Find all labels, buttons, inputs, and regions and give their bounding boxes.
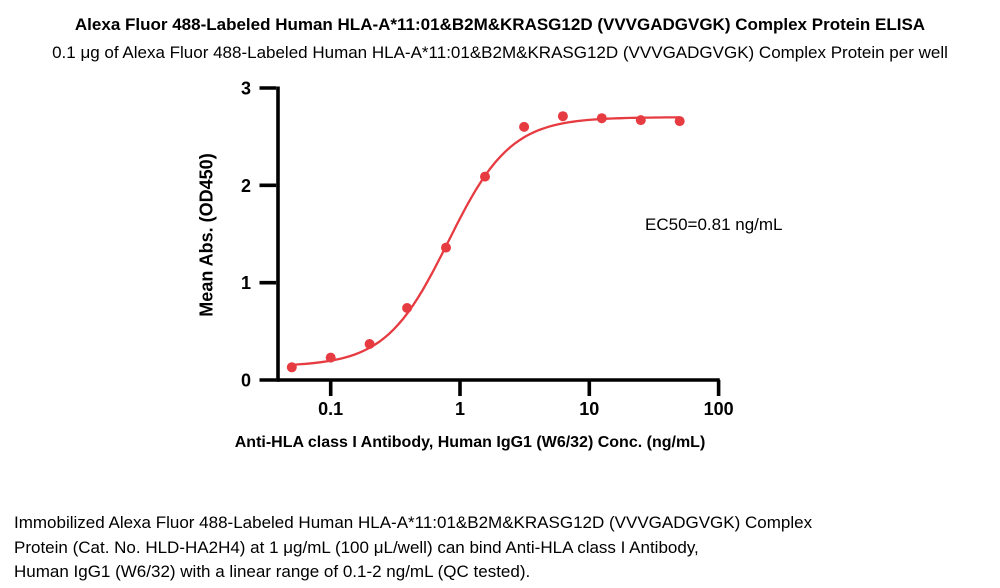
chart-subtitle: 0.1 μg of Alexa Fluor 488-Labeled Human … <box>52 43 948 62</box>
y-tick-label: 3 <box>241 79 251 99</box>
x-tick-label: 10 <box>579 399 599 419</box>
data-point <box>635 115 646 126</box>
y-tick-label: 2 <box>241 176 251 196</box>
y-tick-label: 1 <box>241 273 251 293</box>
x-tick-label: 0.1 <box>318 399 343 419</box>
description-line-1: Immobilized Alexa Fluor 488-Labeled Huma… <box>14 513 813 532</box>
chart-title: Alexa Fluor 488-Labeled Human HLA-A*11:0… <box>74 15 926 34</box>
description-paragraph: Immobilized Alexa Fluor 488-Labeled Huma… <box>14 511 944 585</box>
data-point <box>402 303 413 313</box>
x-tick-label: 100 <box>704 399 734 419</box>
data-point <box>674 116 685 127</box>
data-point <box>325 352 336 363</box>
description-line-3: Human IgG1 (W6/32) with a linear range o… <box>14 562 531 582</box>
y-tick-label: 0 <box>241 371 251 391</box>
data-point <box>286 362 297 373</box>
data-point <box>441 242 451 253</box>
data-point <box>519 121 530 132</box>
data-point <box>480 171 490 182</box>
data-point <box>596 113 607 124</box>
description-line-2: Protein (Cat. No. HLD-HA2H4) at 1 μg/mL … <box>14 537 699 557</box>
data-point <box>364 339 375 349</box>
y-axis-label: Mean Abs. (OD450) <box>196 153 217 317</box>
x-axis-label: Anti-HLA class I Antibody, Human IgG1 (W… <box>234 434 706 451</box>
x-tick-label: 1 <box>455 399 465 419</box>
ec50-annotation: EC50=0.81 ng/mL <box>645 215 783 234</box>
data-point <box>557 111 568 122</box>
fit-curve <box>291 116 680 366</box>
